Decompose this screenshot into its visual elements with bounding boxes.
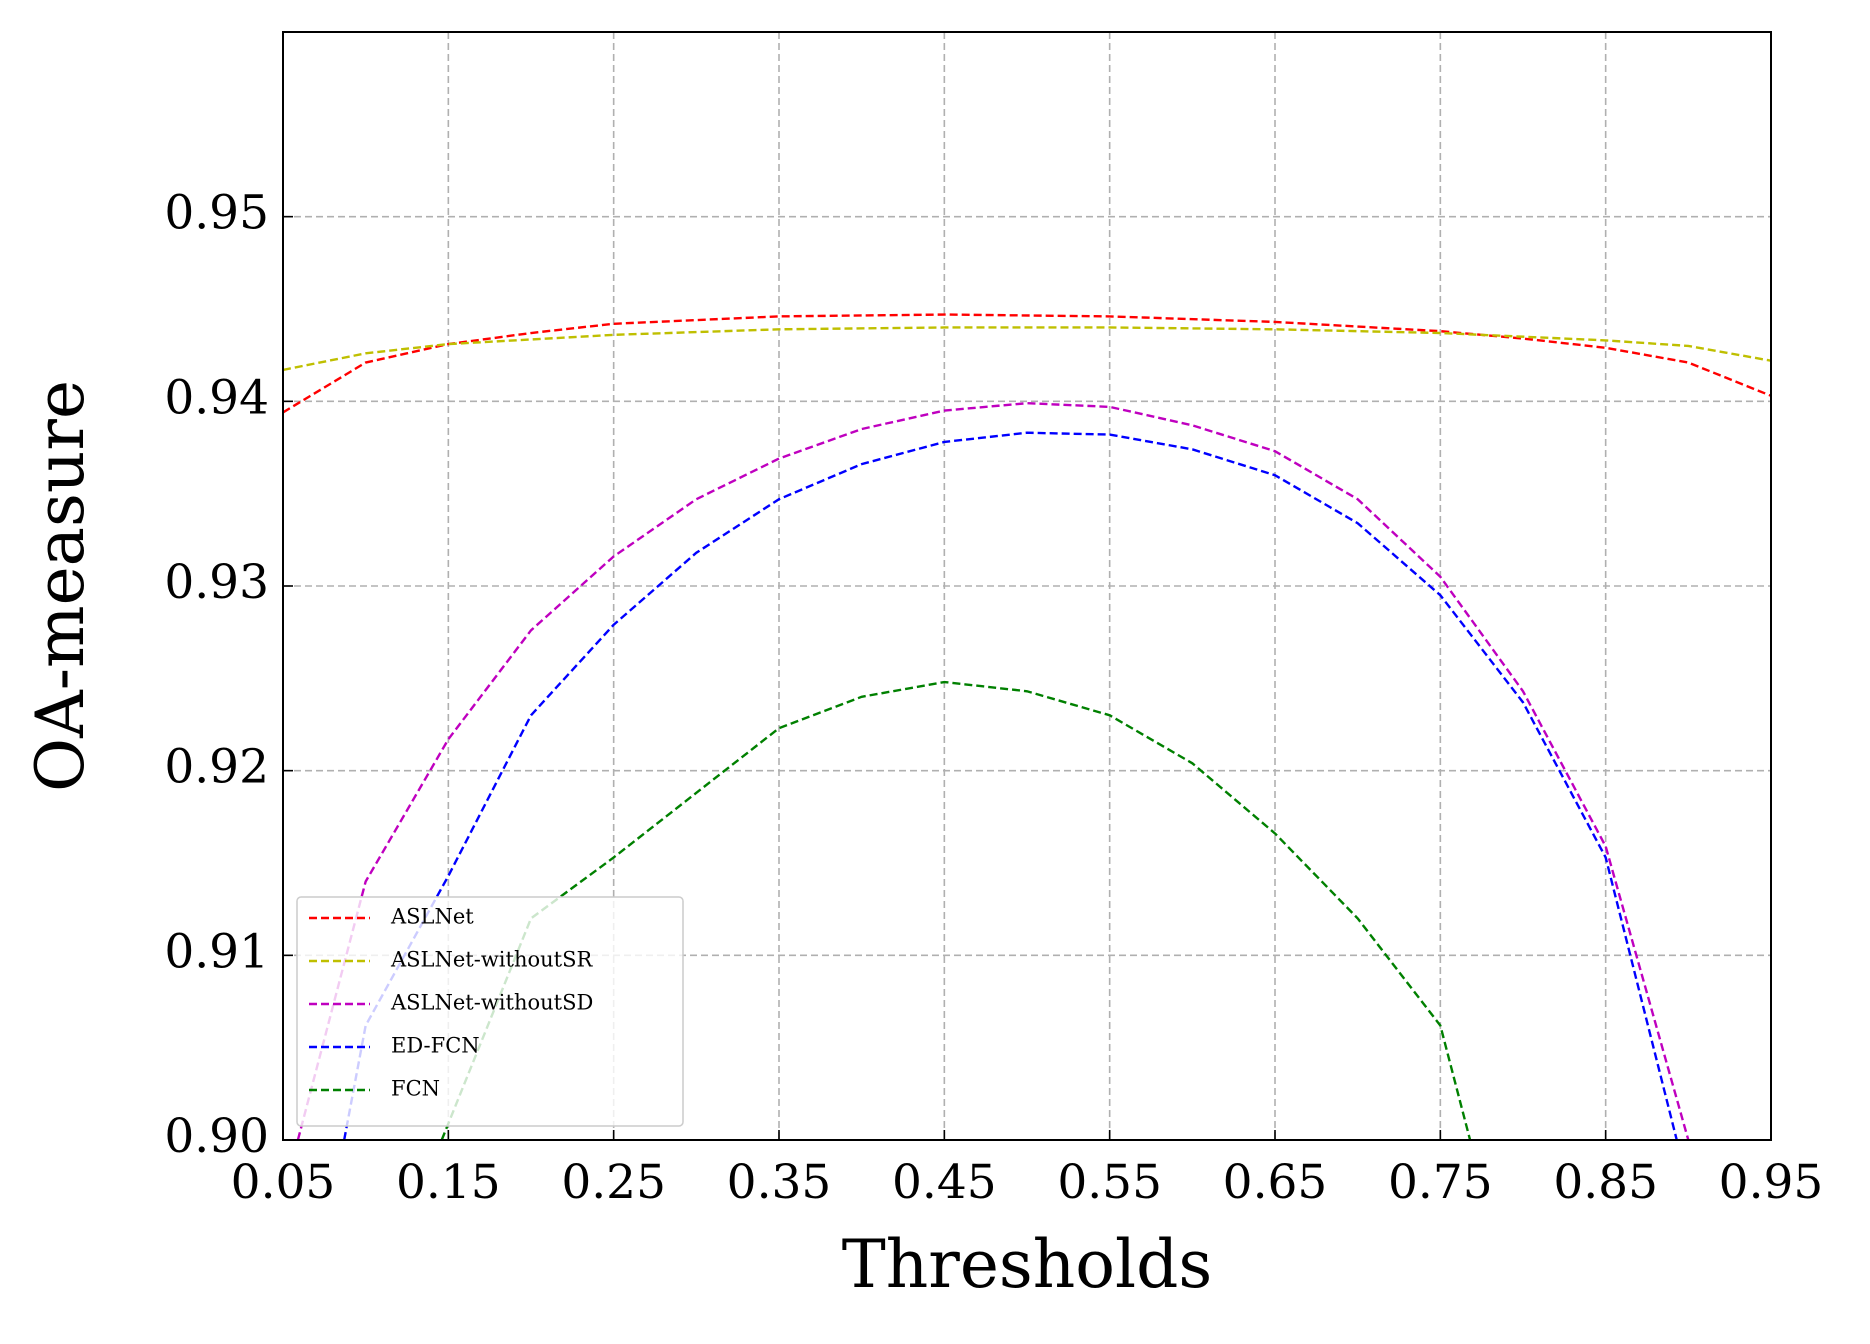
x-tick-label: 0.95 (1719, 1155, 1824, 1210)
y-tick-label: 0.93 (164, 555, 269, 610)
x-tick-label: 0.35 (727, 1155, 832, 1210)
legend-label: ED-FCN (391, 1034, 480, 1058)
legend-label: FCN (391, 1077, 440, 1101)
y-axis-label: OA-measure (22, 380, 99, 792)
x-tick-label: 0.25 (561, 1155, 666, 1210)
legend-label: ASLNet-withoutSR (390, 948, 593, 972)
x-tick-label: 0.55 (1057, 1155, 1162, 1210)
y-tick-label: 0.95 (164, 186, 269, 241)
x-tick-label: 0.05 (231, 1155, 336, 1210)
x-tick-label: 0.15 (396, 1155, 501, 1210)
x-tick-label: 0.75 (1388, 1155, 1493, 1210)
y-tick-label: 0.92 (164, 740, 269, 795)
x-tick-label: 0.65 (1223, 1155, 1328, 1210)
plot-area (283, 313, 1771, 1140)
legend-label: ASLNet-withoutSD (390, 991, 593, 1015)
y-tick-label: 0.94 (164, 370, 269, 425)
legend-label: ASLNet (390, 905, 474, 929)
series-line (283, 326, 1771, 372)
series-line (296, 401, 1690, 1140)
legend-box (296, 896, 684, 1127)
y-tick-label: 0.90 (164, 1109, 269, 1164)
y-tick-label: 0.91 (164, 924, 269, 979)
x-tick-label: 0.45 (892, 1155, 997, 1210)
series-line (342, 431, 1678, 1140)
legend: ASLNet ASLNet-withoutSR ASLNet-withoutSD ED… (296, 896, 684, 1127)
x-axis-label: Thresholds (842, 1226, 1212, 1303)
x-tick-label: 0.85 (1553, 1155, 1658, 1210)
series-line (440, 680, 1472, 1140)
